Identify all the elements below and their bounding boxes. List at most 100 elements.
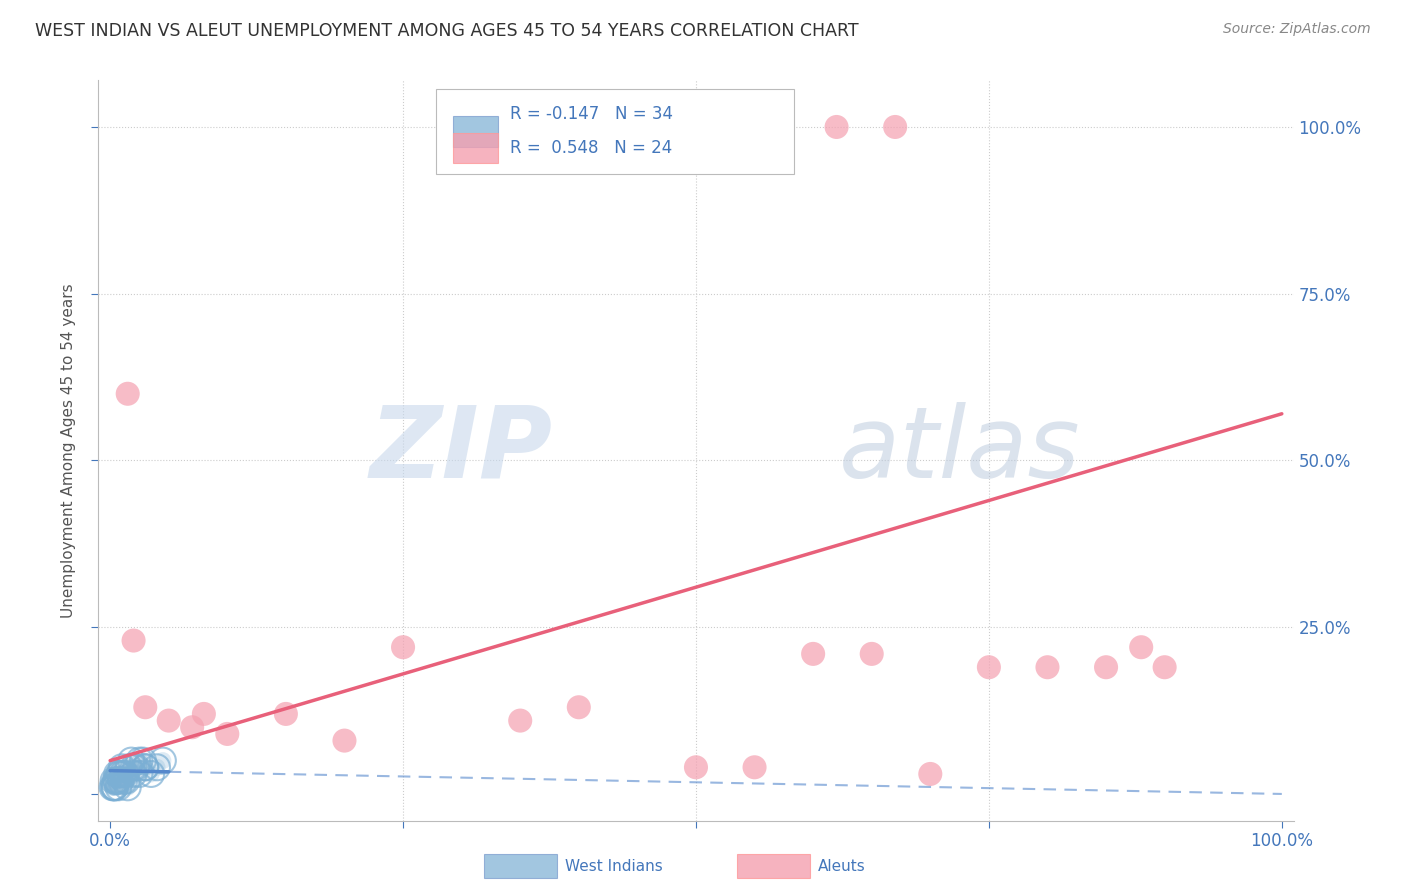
Text: Aleuts: Aleuts: [818, 859, 866, 873]
Point: [104, 780, 127, 795]
Text: WEST INDIAN VS ALEUT UNEMPLOYMENT AMONG AGES 45 TO 54 YEARS CORRELATION CHART: WEST INDIAN VS ALEUT UNEMPLOYMENT AMONG …: [35, 22, 859, 40]
Point: [134, 760, 156, 774]
Point: [118, 760, 141, 774]
Point: [105, 773, 128, 788]
Point: [132, 754, 155, 768]
Point: [105, 773, 128, 788]
Point: [134, 760, 156, 774]
Point: [141, 767, 163, 781]
Point: [103, 773, 125, 788]
Point: [108, 767, 131, 781]
Point: [107, 780, 129, 795]
Point: [509, 714, 531, 728]
Point: [152, 754, 174, 768]
Point: [120, 754, 142, 768]
Point: [105, 767, 128, 781]
Point: [105, 773, 128, 788]
Point: [103, 773, 125, 788]
Point: [115, 773, 138, 788]
Point: [157, 714, 180, 728]
Point: [860, 647, 883, 661]
Point: [114, 767, 136, 781]
Point: [132, 754, 155, 768]
Point: [122, 767, 145, 781]
Point: [105, 773, 128, 788]
Point: [110, 773, 132, 788]
Point: [122, 760, 145, 774]
Point: [111, 767, 134, 781]
Point: [105, 767, 128, 781]
Point: [217, 727, 239, 741]
Point: [146, 760, 169, 774]
Point: [825, 120, 848, 134]
Point: [1036, 660, 1059, 674]
Text: West Indians: West Indians: [565, 859, 664, 873]
Point: [112, 767, 135, 781]
Point: [568, 700, 591, 714]
Y-axis label: Unemployment Among Ages 45 to 54 years: Unemployment Among Ages 45 to 54 years: [60, 283, 76, 618]
Point: [1095, 660, 1118, 674]
Point: [115, 773, 138, 788]
Point: [117, 386, 139, 401]
Point: [117, 780, 139, 795]
Point: [103, 780, 125, 795]
Point: [108, 767, 131, 781]
Point: [120, 754, 142, 768]
Text: atlas: atlas: [839, 402, 1081, 499]
Point: [111, 760, 134, 774]
Point: [107, 773, 129, 788]
Point: [104, 780, 127, 795]
Point: [110, 773, 132, 788]
Point: [104, 780, 127, 795]
Point: [1130, 640, 1153, 655]
Point: [125, 760, 148, 774]
Text: ZIP: ZIP: [370, 402, 553, 499]
Point: [181, 720, 204, 734]
Point: [134, 760, 156, 774]
Point: [111, 767, 134, 781]
Point: [141, 767, 163, 781]
Point: [333, 733, 356, 747]
Point: [1153, 660, 1175, 674]
Point: [884, 120, 907, 134]
Point: [114, 767, 136, 781]
Point: [122, 760, 145, 774]
Point: [146, 760, 169, 774]
Point: [801, 647, 824, 661]
Point: [920, 767, 942, 781]
Point: [134, 700, 156, 714]
Point: [122, 767, 145, 781]
Point: [107, 780, 129, 795]
Point: [112, 773, 135, 788]
Point: [108, 767, 131, 781]
Point: [104, 780, 127, 795]
Point: [744, 760, 766, 774]
Point: [107, 773, 129, 788]
Point: [128, 767, 150, 781]
Point: [977, 660, 1000, 674]
Point: [112, 773, 135, 788]
Text: R = -0.147   N = 34: R = -0.147 N = 34: [510, 105, 673, 123]
Point: [134, 760, 156, 774]
Point: [128, 754, 150, 768]
Point: [108, 767, 131, 781]
Point: [152, 754, 174, 768]
Point: [128, 767, 150, 781]
Point: [117, 780, 139, 795]
Point: [122, 633, 145, 648]
Point: [101, 780, 124, 795]
Point: [125, 760, 148, 774]
Text: Source: ZipAtlas.com: Source: ZipAtlas.com: [1223, 22, 1371, 37]
Point: [105, 773, 128, 788]
Point: [128, 754, 150, 768]
Text: R =  0.548   N = 24: R = 0.548 N = 24: [510, 139, 672, 157]
Point: [392, 640, 415, 655]
Point: [112, 767, 135, 781]
Point: [118, 760, 141, 774]
Point: [274, 706, 297, 721]
Point: [105, 773, 128, 788]
Point: [101, 780, 124, 795]
Point: [111, 760, 134, 774]
Point: [103, 780, 125, 795]
Point: [193, 706, 215, 721]
